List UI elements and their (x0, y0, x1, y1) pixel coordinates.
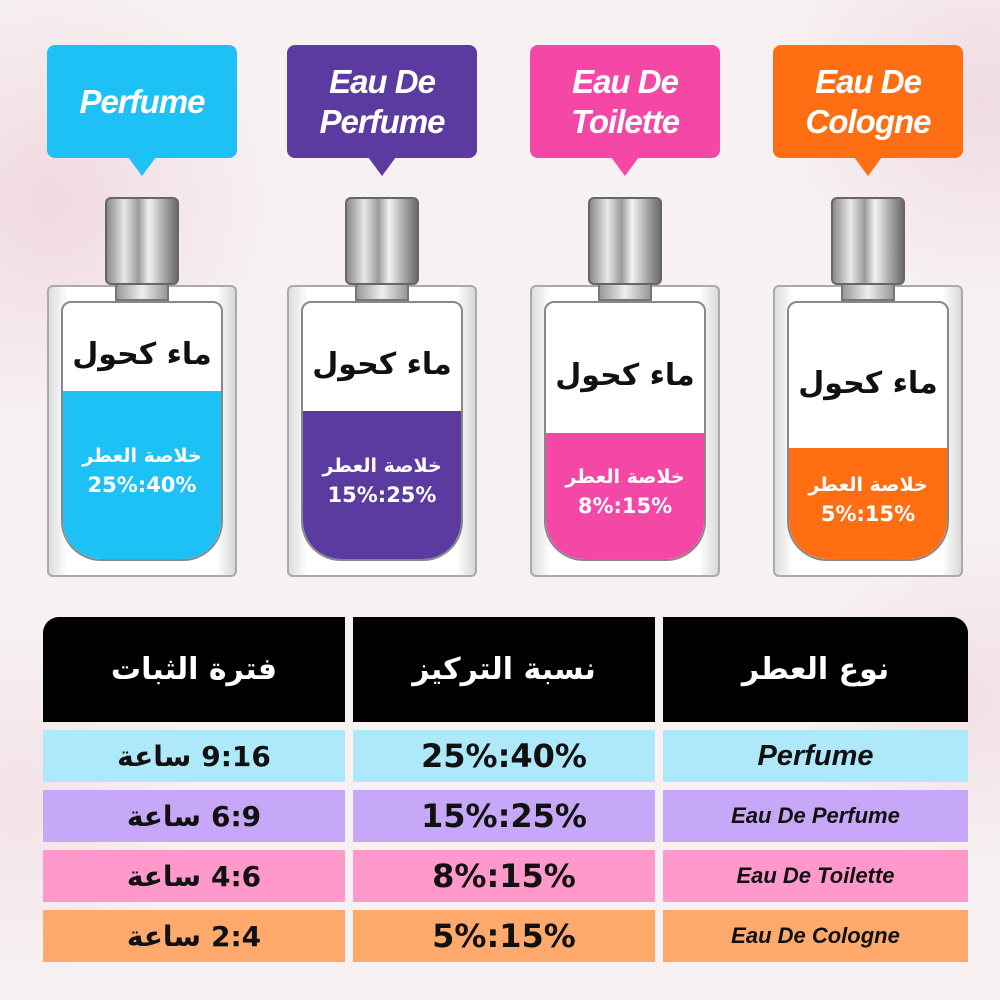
type-label: Eau De Perfume (319, 62, 445, 140)
essence-liquid: خلاصة العطر 25%:40% (63, 391, 221, 559)
concentration-cell: 15%:25% (353, 790, 655, 842)
type-cell: Eau De Perfume (663, 790, 968, 842)
duration-unit: ساعة (126, 799, 201, 833)
type-cell: Eau De Cologne (663, 910, 968, 962)
type-label: Eau De Toilette (570, 62, 680, 140)
duration-value: 2:4 (210, 919, 262, 953)
essence-label: خلاصة العطر (565, 466, 685, 488)
table-row: ساعة 4:6 8%:15% Eau De Toilette (43, 850, 968, 902)
type-cell: Eau De Toilette (663, 850, 968, 902)
concentration-cell: 25%:40% (353, 730, 655, 782)
table-header: فترة الثبات نسبة التركيز نوع العطر (43, 617, 968, 722)
type-cell: Perfume (663, 730, 968, 782)
essence-label: خلاصة العطر (322, 455, 442, 477)
essence-range: 15%:25% (327, 483, 437, 507)
essence-range: 5%:15% (820, 501, 916, 526)
type-label: Eau De Cologne (805, 62, 932, 140)
type-label-bubble: Eau De Cologne (773, 45, 963, 176)
bottle-neck (115, 283, 169, 301)
duration-cell: ساعة 6:9 (43, 790, 345, 842)
header-concentration: نسبة التركيز (353, 617, 655, 722)
duration-unit: ساعة (117, 739, 192, 773)
bottle-3: Eau De Toilette ماء كحول خلاصة العطر 8%:… (530, 45, 720, 577)
bottle-4: Eau De Cologne ماء كحول خلاصة العطر 5%:1… (773, 45, 963, 577)
essence-liquid: خلاصة العطر 5%:15% (789, 448, 947, 559)
duration-value: 9:16 (201, 739, 271, 773)
type-label-bubble: Perfume (47, 45, 237, 176)
essence-liquid: خلاصة العطر 8%:15% (546, 433, 704, 559)
bottle-body: ماء كحول خلاصة العطر 5%:15% (773, 285, 963, 577)
type-label-bubble: Eau De Toilette (530, 45, 720, 176)
concentration-cell: 5%:15% (353, 910, 655, 962)
header-duration: فترة الثبات (43, 617, 345, 722)
duration-value: 6:9 (210, 799, 262, 833)
bottle-cap (831, 197, 905, 285)
header-type: نوع العطر (663, 617, 968, 722)
essence-range: 8%:15% (577, 494, 673, 518)
essence-label: خلاصة العطر (808, 473, 928, 496)
table-row: ساعة 9:16 25%:40% Perfume (43, 730, 968, 782)
bottle-1: Perfume ماء كحول خلاصة العطر 25%:40% (47, 45, 237, 577)
bottle-body: ماء كحول خلاصة العطر 8%:15% (530, 285, 720, 577)
duration-value: 4:6 (210, 859, 262, 893)
essence-liquid: خلاصة العطر 15%:25% (303, 411, 461, 559)
bottle-neck (355, 283, 409, 301)
bottle-neck (598, 283, 652, 301)
perfume-comparison-table: فترة الثبات نسبة التركيز نوع العطر ساعة 9… (43, 617, 968, 962)
alcohol-water-label: ماء كحول (312, 347, 452, 382)
alcohol-water-label: ماء كحول (555, 358, 695, 393)
duration-unit: ساعة (126, 919, 201, 953)
bottle-cap (588, 197, 662, 285)
bottle-neck (841, 283, 895, 301)
bottle-cap (345, 197, 419, 285)
table-row: ساعة 2:4 5%:15% Eau De Cologne (43, 910, 968, 962)
essence-range: 25%:40% (87, 473, 197, 497)
alcohol-water-label: ماء كحول (72, 337, 212, 372)
alcohol-water-label: ماء كحول (798, 365, 938, 401)
duration-cell: ساعة 9:16 (43, 730, 345, 782)
bottle-2: Eau De Perfume ماء كحول خلاصة العطر 15%:… (287, 45, 477, 577)
bottle-cap (105, 197, 179, 285)
concentration-cell: 8%:15% (353, 850, 655, 902)
type-label: Perfume (79, 82, 205, 120)
bottle-body: ماء كحول خلاصة العطر 15%:25% (287, 285, 477, 577)
duration-cell: ساعة 4:6 (43, 850, 345, 902)
essence-label: خلاصة العطر (82, 445, 202, 467)
duration-unit: ساعة (126, 859, 201, 893)
type-label-bubble: Eau De Perfume (287, 45, 477, 176)
duration-cell: ساعة 2:4 (43, 910, 345, 962)
table-row: ساعة 6:9 15%:25% Eau De Perfume (43, 790, 968, 842)
bottle-body: ماء كحول خلاصة العطر 25%:40% (47, 285, 237, 577)
